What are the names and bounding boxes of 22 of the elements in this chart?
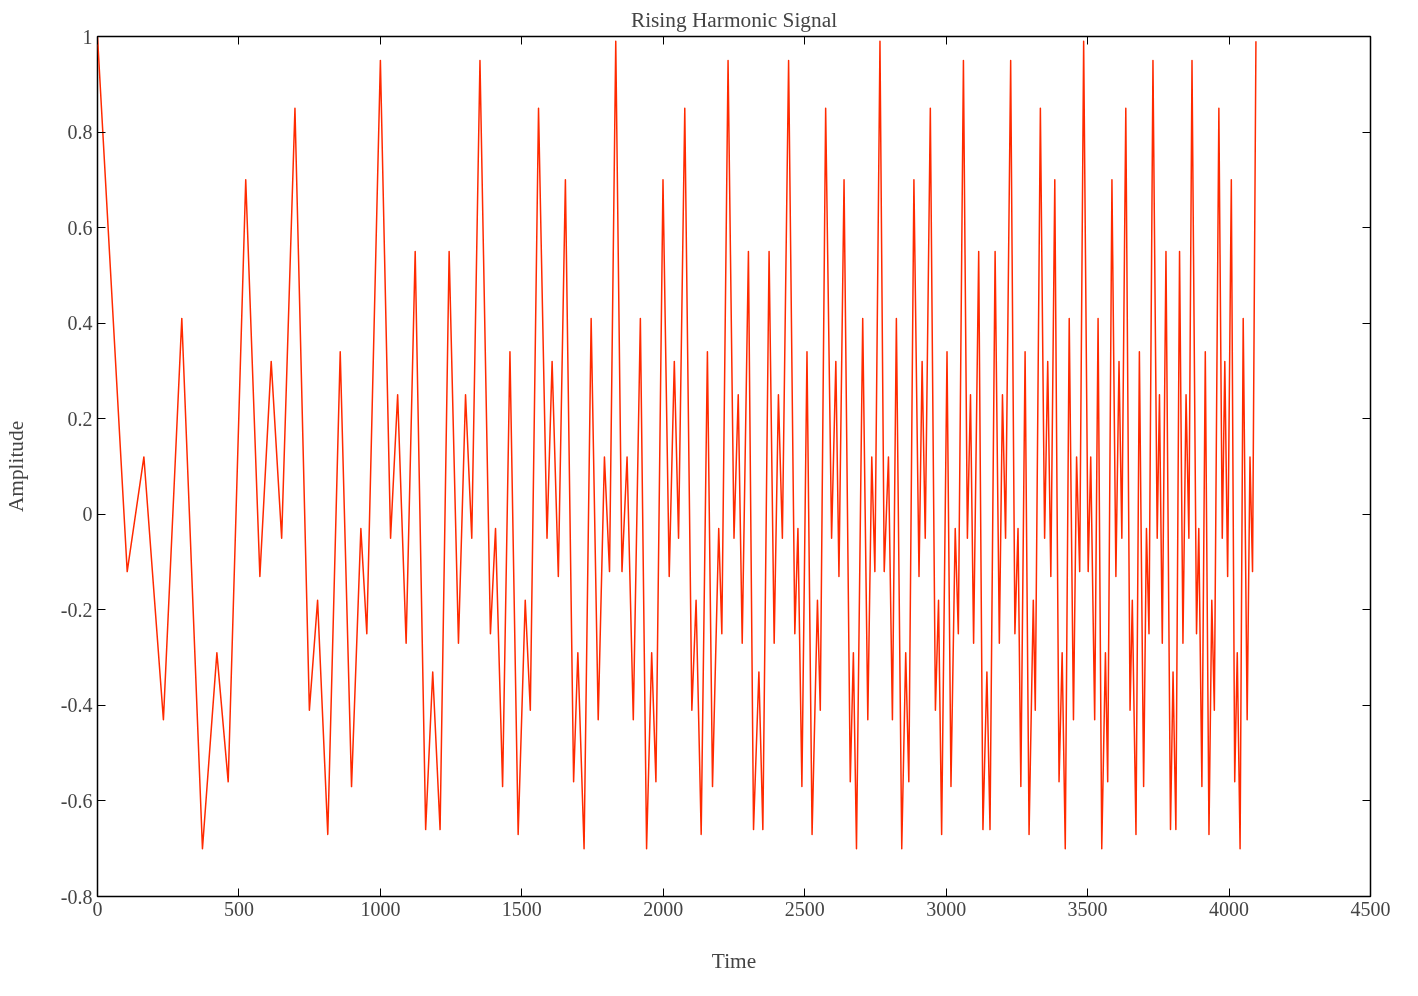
x-tick-label: 2000 <box>643 897 684 920</box>
x-tick-label: 1500 <box>501 897 542 920</box>
x-tick-label: 4000 <box>1209 897 1250 920</box>
y-tick-label: 0.6 <box>67 216 93 239</box>
x-axis-title: Time <box>711 948 757 973</box>
y-tick-label: -0.8 <box>60 885 93 908</box>
x-tick-label: 2500 <box>784 897 825 920</box>
y-axis-title: Amplitude <box>3 420 28 513</box>
x-tick-label: 1000 <box>360 897 401 920</box>
x-tick-label: 3500 <box>1067 897 1108 920</box>
y-tick-label: -0.2 <box>60 598 93 621</box>
x-tick-label: 500 <box>223 897 254 920</box>
y-tick-label: -0.4 <box>60 694 93 717</box>
x-tick-label: 3000 <box>926 897 967 920</box>
y-tick-label: -0.6 <box>60 789 93 812</box>
y-tick-label: 0.8 <box>67 121 93 144</box>
y-tick-label: 0 <box>82 503 93 526</box>
chart-title: Rising Harmonic Signal <box>630 7 838 32</box>
x-tick-label: 4500 <box>1350 897 1391 920</box>
y-tick-label: 1 <box>82 25 93 48</box>
y-tick-label: 0.2 <box>67 407 93 430</box>
y-tick-label: 0.4 <box>67 312 93 335</box>
